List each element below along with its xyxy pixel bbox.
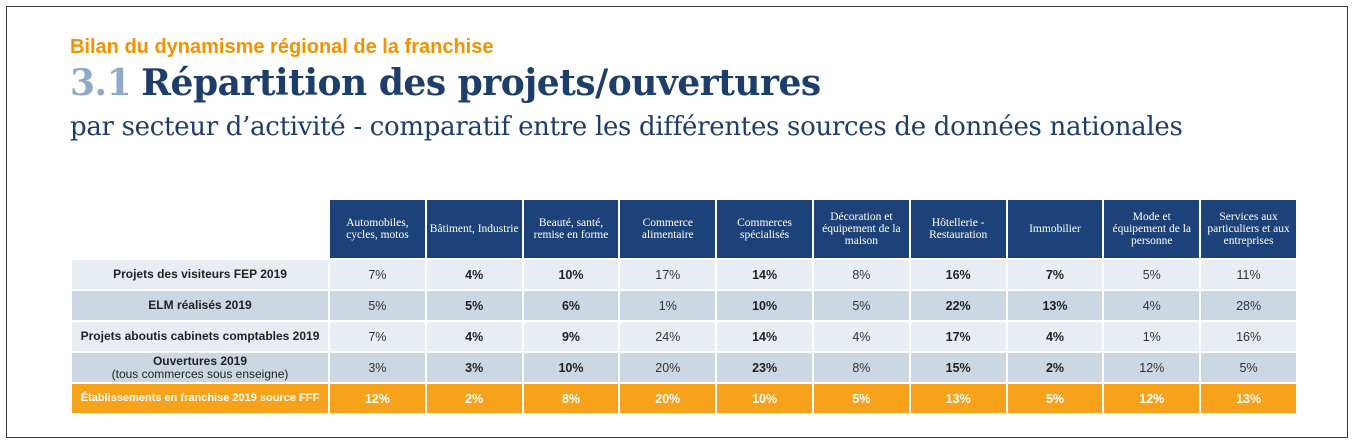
section-kicker: Bilan du dynamisme régional de la franch… bbox=[70, 36, 494, 58]
table-cell: 13% bbox=[1007, 289, 1103, 320]
column-header: Hôtellerie - Restauration bbox=[910, 200, 1006, 258]
column-header: Commerces spécialisés bbox=[717, 200, 812, 258]
row-label: Projets aboutis cabinets comptables 2019 bbox=[72, 320, 328, 351]
table-cell: 5% bbox=[813, 382, 909, 413]
column-header: Automobiles, cycles, motos bbox=[330, 200, 425, 258]
row-label: ELM réalisés 2019 bbox=[72, 289, 328, 320]
table-cell: 10% bbox=[717, 382, 812, 413]
column-header: Beauté, santé, remise en forme bbox=[523, 200, 619, 258]
table-cell: 17% bbox=[620, 258, 716, 289]
table-cell: 4% bbox=[426, 258, 522, 289]
table-cell: 7% bbox=[330, 258, 425, 289]
column-header: Commerce alimentaire bbox=[620, 200, 716, 258]
page-title: 3.1 Répartition des projets/ouvertures bbox=[70, 62, 821, 104]
row-label-text: Projets des visiteurs FEP 2019 bbox=[113, 267, 287, 281]
table-cell: 24% bbox=[620, 320, 716, 351]
table-cell: 20% bbox=[620, 382, 716, 413]
table-cell: 5% bbox=[1104, 258, 1200, 289]
table-cell: 1% bbox=[1104, 320, 1200, 351]
header-corner bbox=[72, 200, 328, 258]
comparison-table: Automobiles, cycles, motos Bâtiment, Ind… bbox=[70, 200, 1298, 413]
table-cell: 12% bbox=[330, 382, 425, 413]
table-cell: 13% bbox=[910, 382, 1006, 413]
header-row: Automobiles, cycles, motos Bâtiment, Ind… bbox=[72, 200, 1296, 258]
table-cell: 10% bbox=[523, 351, 619, 382]
table-cell: 7% bbox=[330, 320, 425, 351]
table-cell: 28% bbox=[1201, 289, 1296, 320]
table-cell: 3% bbox=[426, 351, 522, 382]
column-header: Bâtiment, Industrie bbox=[426, 200, 522, 258]
table-cell: 16% bbox=[910, 258, 1006, 289]
table-cell: 22% bbox=[910, 289, 1006, 320]
table-cell: 8% bbox=[523, 382, 619, 413]
table-cell: 3% bbox=[330, 351, 425, 382]
table-cell: 16% bbox=[1201, 320, 1296, 351]
row-sublabel-text: (tous commerces sous enseigne) bbox=[111, 366, 289, 381]
table-cell: 2% bbox=[426, 382, 522, 413]
table-cell: 5% bbox=[1007, 382, 1103, 413]
table-cell: 14% bbox=[717, 320, 812, 351]
table-cell: 15% bbox=[910, 351, 1006, 382]
table-cell: 5% bbox=[426, 289, 522, 320]
table-cell: 23% bbox=[717, 351, 812, 382]
table-cell: 4% bbox=[1104, 289, 1200, 320]
section-number: 3.1 bbox=[70, 62, 132, 104]
table-row: Ouvertures 2019 (tous commerces sous ense… bbox=[72, 351, 1296, 382]
row-label: Ouvertures 2019 (tous commerces sous ense… bbox=[72, 351, 328, 382]
row-label-text: Ouvertures 2019 bbox=[152, 353, 248, 368]
column-header: Services aux particuliers et aux entrepr… bbox=[1201, 200, 1296, 258]
page-frame bbox=[6, 6, 1348, 438]
row-label: Établissements en franchise 2019 source … bbox=[72, 382, 328, 413]
table-cell: 9% bbox=[523, 320, 619, 351]
table-cell: 8% bbox=[813, 258, 909, 289]
table-cell: 17% bbox=[910, 320, 1006, 351]
row-label-text: Établissements en franchise 2019 source … bbox=[80, 392, 320, 404]
table-row: Projets aboutis cabinets comptables 2019… bbox=[72, 320, 1296, 351]
row-label-text: ELM réalisés 2019 bbox=[148, 298, 252, 312]
table-cell: 6% bbox=[523, 289, 619, 320]
column-header: Décoration et équipement de la maison bbox=[813, 200, 909, 258]
table-cell: 7% bbox=[1007, 258, 1103, 289]
column-header: Mode et équipement de la personne bbox=[1104, 200, 1200, 258]
table-cell: 10% bbox=[523, 258, 619, 289]
row-label-text: Projets aboutis cabinets comptables 2019 bbox=[80, 329, 320, 343]
table-cell: 4% bbox=[1007, 320, 1103, 351]
table-row: Établissements en franchise 2019 source … bbox=[72, 382, 1296, 413]
table-cell: 4% bbox=[426, 320, 522, 351]
table-cell: 20% bbox=[620, 351, 716, 382]
table-cell: 13% bbox=[1201, 382, 1296, 413]
table-row: ELM réalisés 2019 5% 5% 6% 1% 10% 5% 22% 13% 4% 28… bbox=[72, 289, 1296, 320]
table-cell: 8% bbox=[813, 351, 909, 382]
table-cell: 12% bbox=[1104, 351, 1200, 382]
table-cell: 12% bbox=[1104, 382, 1200, 413]
table-cell: 2% bbox=[1007, 351, 1103, 382]
table-cell: 5% bbox=[813, 289, 909, 320]
row-label: Projets des visiteurs FEP 2019 bbox=[72, 258, 328, 289]
table-cell: 10% bbox=[717, 289, 812, 320]
table-cell: 5% bbox=[330, 289, 425, 320]
table-row: Projets des visiteurs FEP 2019 7% 4% 10% 17%… bbox=[72, 258, 1296, 289]
page-subtitle: par secteur d’activité - comparatif entr… bbox=[70, 112, 1183, 142]
table-cell: 11% bbox=[1201, 258, 1296, 289]
table-cell: 4% bbox=[813, 320, 909, 351]
title-text: Répartition des projets/ouvertures bbox=[141, 62, 821, 104]
table-cell: 1% bbox=[620, 289, 716, 320]
table-cell: 14% bbox=[717, 258, 812, 289]
column-header: Immobilier bbox=[1007, 200, 1103, 258]
table-cell: 5% bbox=[1201, 351, 1296, 382]
